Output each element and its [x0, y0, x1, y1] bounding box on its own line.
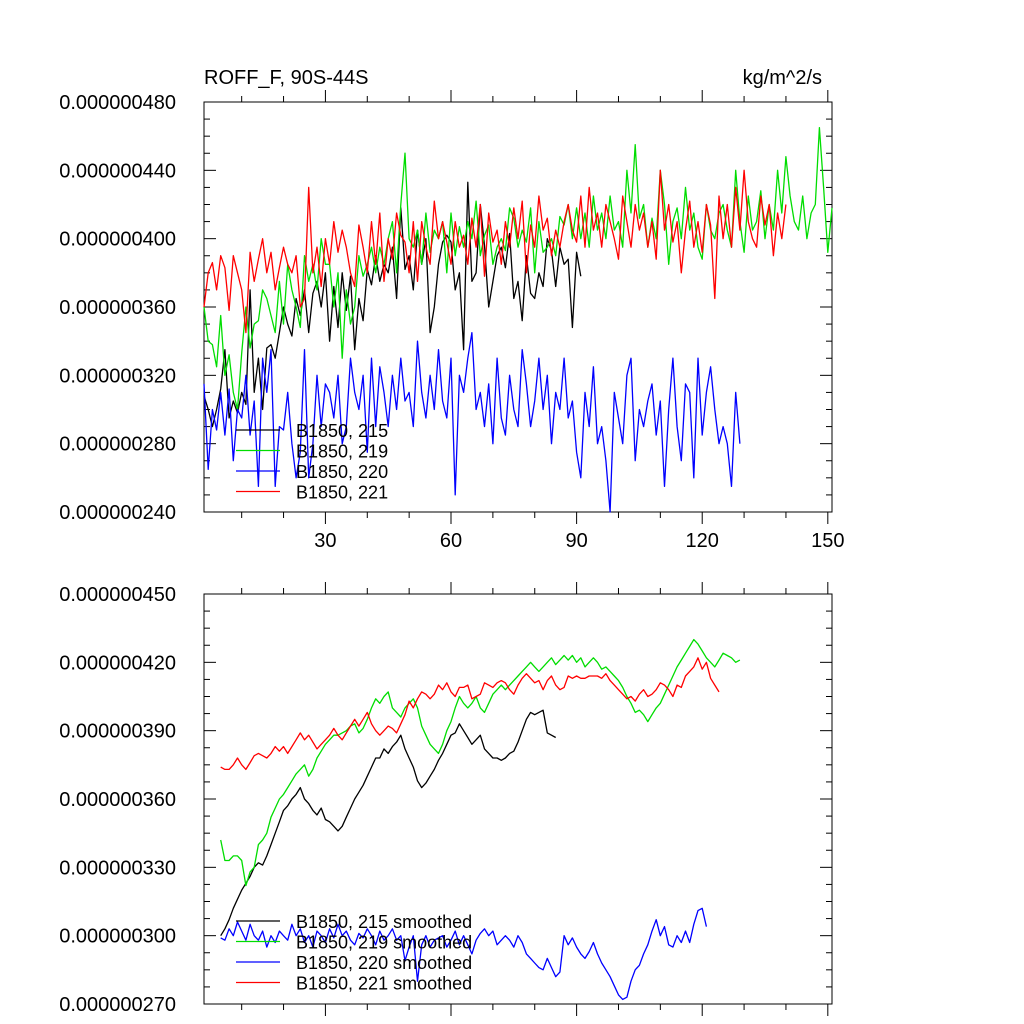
y-tick-label: 0.000000440 [59, 160, 176, 182]
chart-bottom: 0.000000270 0.000000300 0.000000330 0.00000… [59, 582, 833, 1016]
y-tick-label: 0.000000390 [59, 721, 176, 743]
series-line-4 [220, 657, 720, 771]
legend-label-3: B1850, 220 smoothed [296, 953, 472, 973]
y-tick-label: 0.000000360 [59, 789, 176, 811]
chart-top-title: ROFF_F, 90S-44S [204, 67, 369, 89]
y-tick-label: 0.000000240 [59, 502, 176, 524]
x-tick-label: 30 [314, 530, 336, 552]
legend-label-1: B1850, 215 [296, 421, 388, 441]
series-line-2 [203, 126, 833, 411]
series-line-1 [203, 181, 582, 428]
y-axis-top: 0.000000240 0.000000280 0.000000320 0.00000… [59, 92, 832, 524]
series-group-bottom [220, 638, 741, 1001]
chart-top: ROFF_F, 90S-44S kg/m^2/s 0.0000002400.00… [59, 67, 844, 552]
legend-label-2: B1850, 219 smoothed [296, 933, 472, 953]
y-tick-label: 0.000000420 [59, 652, 176, 674]
legend-label-3: B1850, 220 [296, 462, 388, 482]
legend-label-4: B1850, 221 smoothed [296, 974, 472, 994]
legend-label-1: B1850, 215 smoothed [296, 912, 472, 932]
series-line-4 [203, 169, 787, 334]
y-tick-label: 0.000000480 [59, 92, 176, 114]
series-line-3 [220, 907, 708, 1001]
chart-top-units: kg/m^2/s [743, 67, 822, 89]
x-tick-label: 60 [440, 530, 462, 552]
series-line-3 [203, 331, 741, 513]
y-tick-label: 0.000000300 [59, 926, 176, 948]
x-tick-label: 150 [811, 530, 844, 552]
series-group-top [203, 126, 833, 513]
y-tick-label: 0.000000270 [59, 994, 176, 1016]
x-tick-label: 120 [686, 530, 719, 552]
legend-label-4: B1850, 221 [296, 483, 388, 503]
y-tick-label: 0.000000330 [59, 857, 176, 879]
y-tick-label: 0.000000280 [59, 434, 176, 456]
legend-label-2: B1850, 219 [296, 442, 388, 462]
y-tick-label: 0.000000450 [59, 584, 176, 606]
x-axis-top: 30 60 90 120 150 [241, 90, 845, 552]
series-line-1 [220, 709, 557, 937]
x-axis-bottom [241, 582, 829, 1016]
series-line-2 [220, 638, 741, 887]
y-tick-label: 0.000000320 [59, 365, 176, 387]
y-axis-bottom: 0.000000270 0.000000300 0.000000330 0.00000… [59, 584, 832, 1016]
y-tick-label: 0.000000400 [59, 229, 176, 251]
y-tick-label: 0.000000360 [59, 297, 176, 319]
x-tick-label: 90 [565, 530, 587, 552]
